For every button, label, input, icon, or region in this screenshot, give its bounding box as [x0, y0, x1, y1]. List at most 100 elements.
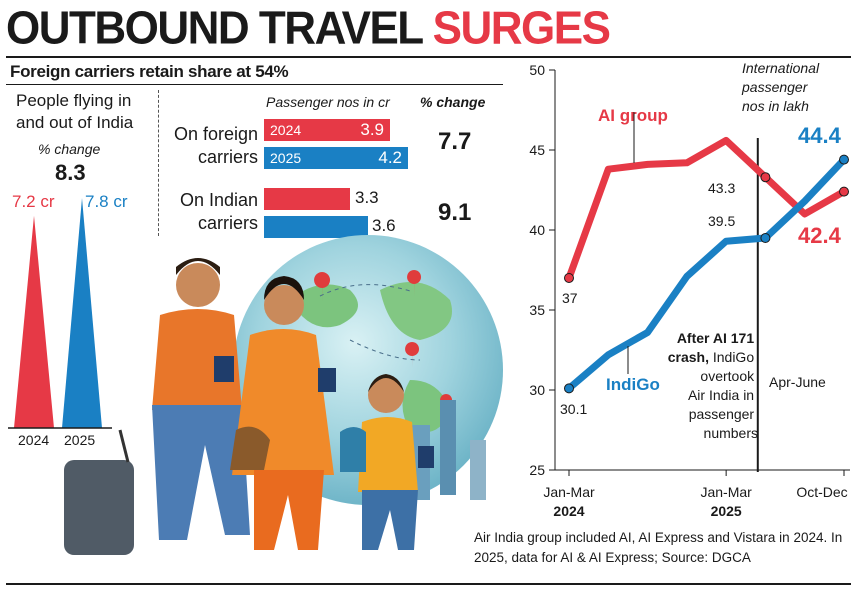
series-point [564, 383, 574, 394]
globe-land [290, 284, 358, 328]
y-tick-label: 30 [529, 382, 545, 398]
bar-indian-2024-value: 3.3 [355, 188, 379, 207]
handbag [230, 426, 270, 470]
man-head [176, 263, 220, 307]
man-jeans [152, 405, 250, 540]
x-tick-label: Oct-Dec [796, 484, 847, 500]
annotation: After AI 171 crash, IndiGo overtook Air … [668, 330, 758, 441]
row-indian-label-line1: On Indian [179, 190, 258, 210]
building [470, 440, 486, 500]
series-point [760, 233, 771, 243]
row-foreign-label-line1: On foreign [173, 124, 258, 144]
bar-year: 2025 [270, 150, 302, 166]
y-tick-label: 35 [529, 302, 545, 318]
child-shirt [358, 417, 418, 492]
legend-ai-group: AI group [598, 106, 668, 125]
subhead: Foreign carriers retain share at 54% [10, 62, 289, 81]
flight-path [319, 284, 411, 297]
cone-2025 [62, 198, 102, 428]
bar-foreign-2024: 2024 3.9 [264, 119, 390, 141]
line-chart: 25 30 35 40 45 50 Jan-Mar 2024 Jan-Mar 2025 Oct-D… [529, 60, 850, 519]
headline-part1: OUTBOUND TRAVEL [6, 2, 423, 55]
people-pct-value: 8.3 [55, 160, 86, 185]
change-foreign: 7.7 [438, 128, 472, 155]
passport-icon [418, 446, 434, 468]
section-divider [158, 90, 159, 236]
y-tick-label: 25 [529, 462, 545, 478]
x-tick-year: 2024 [553, 503, 584, 519]
row-indian-label: On Indian carriers [166, 189, 258, 235]
chart-title-line1: International [742, 60, 820, 76]
passport-icon [214, 356, 234, 382]
table-header-change: % change [420, 94, 486, 110]
bar-indian-2025-value: 3.6 [372, 216, 396, 235]
point-label-ig-apr: 39.5 [708, 213, 735, 229]
child-hair [368, 374, 404, 392]
bar-indian-2025 [264, 216, 368, 238]
cone-2024-year: 2024 [18, 432, 50, 448]
annotation-line2: crash, IndiGo [668, 349, 755, 365]
clock-tower [440, 400, 456, 495]
footnote: Air India group included AI, AI Express … [474, 530, 843, 565]
pin-icon [405, 342, 420, 368]
people-title: People flying in and out of India [16, 91, 134, 132]
annotation-line6: numbers [704, 425, 758, 441]
bar-foreign-2025: 2025 4.2 [264, 147, 408, 169]
child-head [368, 377, 404, 413]
suitcase-handle [118, 429, 130, 463]
cone-2024-value: 7.2 cr [12, 192, 55, 211]
annotation-bold: After AI 171 [677, 330, 755, 346]
man-shirt [152, 309, 242, 410]
y-tick-label: 45 [529, 142, 545, 158]
backpack [340, 427, 366, 472]
row-foreign-label-line2: carriers [197, 147, 258, 167]
point-label-ai-apr: 43.3 [708, 180, 735, 196]
passport-icon [318, 368, 336, 392]
woman-hair [264, 276, 304, 300]
point-label-ig-end: 44.4 [798, 123, 842, 148]
y-tick-label: 50 [529, 62, 545, 78]
bottom-rule [6, 583, 851, 585]
child-jeans [362, 490, 418, 550]
x-tick-label: Jan-Mar [543, 484, 595, 500]
point-label-ai-end: 42.4 [798, 223, 842, 248]
globe-land [380, 282, 452, 340]
pin-icon [407, 270, 422, 296]
legend-indigo: IndiGo [606, 375, 660, 394]
point-label-ai-start: 37 [562, 290, 578, 306]
subhead-rule [6, 84, 503, 85]
bar-value: 4.2 [378, 148, 402, 167]
table-header-passengers: Passenger nos in cr [266, 94, 390, 110]
globe-land [402, 380, 450, 433]
suitcase [64, 460, 134, 555]
cone-2025-year: 2025 [64, 432, 96, 448]
y-tick-label: 40 [529, 222, 545, 238]
flight-path [349, 339, 421, 361]
bar-year: 2024 [270, 122, 302, 138]
cone-2025-value: 7.8 cr [85, 192, 128, 211]
travel-illustration [64, 235, 503, 555]
annotation-line3: overtook [700, 368, 755, 384]
x-tick-label: Jan-Mar [700, 484, 752, 500]
point-label-ig-start: 30.1 [560, 401, 587, 417]
bar-indian-2024 [264, 188, 350, 210]
headline: OUTBOUND TRAVEL SURGES [6, 2, 611, 56]
chart-title-line2: passenger [741, 79, 809, 95]
top-rule [6, 56, 851, 58]
series-point [839, 154, 849, 165]
woman-head [264, 285, 304, 325]
chart-title-line3: nos in lakh [742, 98, 809, 114]
x-tick-year: 2025 [711, 503, 742, 519]
change-indian: 9.1 [438, 199, 472, 226]
cone-2024 [14, 215, 54, 428]
bar-value: 3.9 [360, 120, 384, 139]
series-point [839, 186, 849, 197]
annotation-line5: passenger [689, 406, 755, 422]
marker-label: Apr-June [769, 374, 826, 390]
people-pct-label: % change [38, 141, 101, 157]
woman-pants [254, 470, 324, 550]
man-hair [176, 258, 220, 275]
row-foreign-label: On foreign carriers [166, 123, 258, 169]
series-point [760, 172, 771, 183]
